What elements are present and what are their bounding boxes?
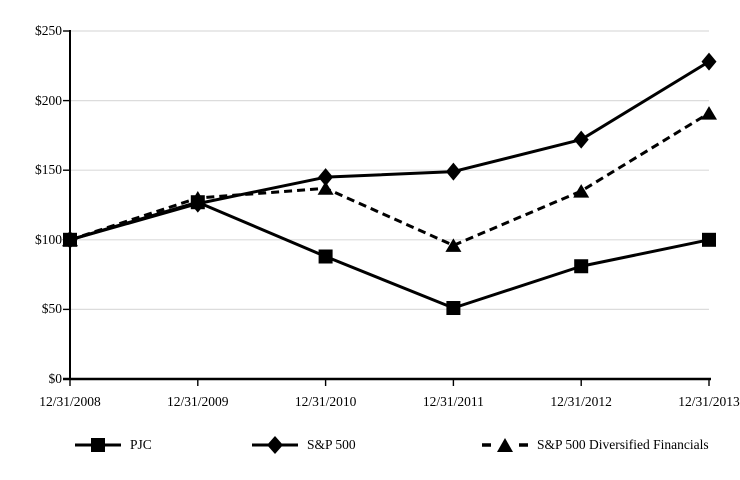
legend-label-pjc: PJC [130, 437, 152, 452]
series-1-marker-diamond [701, 52, 717, 71]
series-0-marker-square [63, 232, 77, 247]
series-0-line [69, 200, 710, 310]
y-axis-label: $200 [35, 92, 62, 108]
series-2-marker-triangle [573, 184, 590, 198]
legend-item-sp500-div-fin: S&P 500 Diversified Financials [482, 436, 709, 454]
legend-label-sp500: S&P 500 [307, 437, 356, 452]
legend-label-sp500-div-fin: S&P 500 Diversified Financials [537, 437, 709, 452]
plot-area [62, 30, 717, 386]
x-axis-label: 12/31/2013 [678, 394, 740, 409]
y-axis-label: $250 [35, 23, 62, 38]
legend-item-sp500: S&P 500 [252, 436, 356, 454]
x-axis-label: 12/31/2011 [422, 394, 484, 409]
series-2-marker-triangle [701, 106, 717, 120]
y-axis-label: $50 [41, 301, 62, 317]
x-axis-label: 12/31/2008 [39, 394, 101, 409]
x-axis-label: 12/31/2012 [550, 394, 612, 409]
series-1-marker-diamond [318, 168, 334, 187]
dashed-triangle-marker-icon [482, 438, 528, 452]
series-0-marker-square [190, 195, 205, 210]
series-0-marker-square [446, 301, 461, 316]
x-axis-label: 12/31/2010 [294, 394, 357, 409]
series-2-line [69, 111, 710, 247]
series-2-marker-triangle [317, 181, 334, 195]
y-axis-label: $100 [35, 231, 62, 247]
diamond-marker-icon [252, 436, 298, 454]
square-marker-icon [75, 438, 121, 452]
series-1-marker-diamond [573, 130, 589, 149]
series-0-marker-square [318, 249, 333, 264]
series-0-marker-square [702, 232, 716, 247]
y-axis-label: $150 [35, 162, 62, 178]
series-2-marker-triangle [445, 238, 462, 252]
y-axis-label: $0 [48, 371, 63, 386]
legend-item-pjc: PJC [75, 436, 152, 454]
series-1-marker-diamond [445, 162, 461, 181]
x-axis-label: 12/31/2009 [167, 394, 229, 409]
series-0-marker-square [574, 259, 589, 274]
